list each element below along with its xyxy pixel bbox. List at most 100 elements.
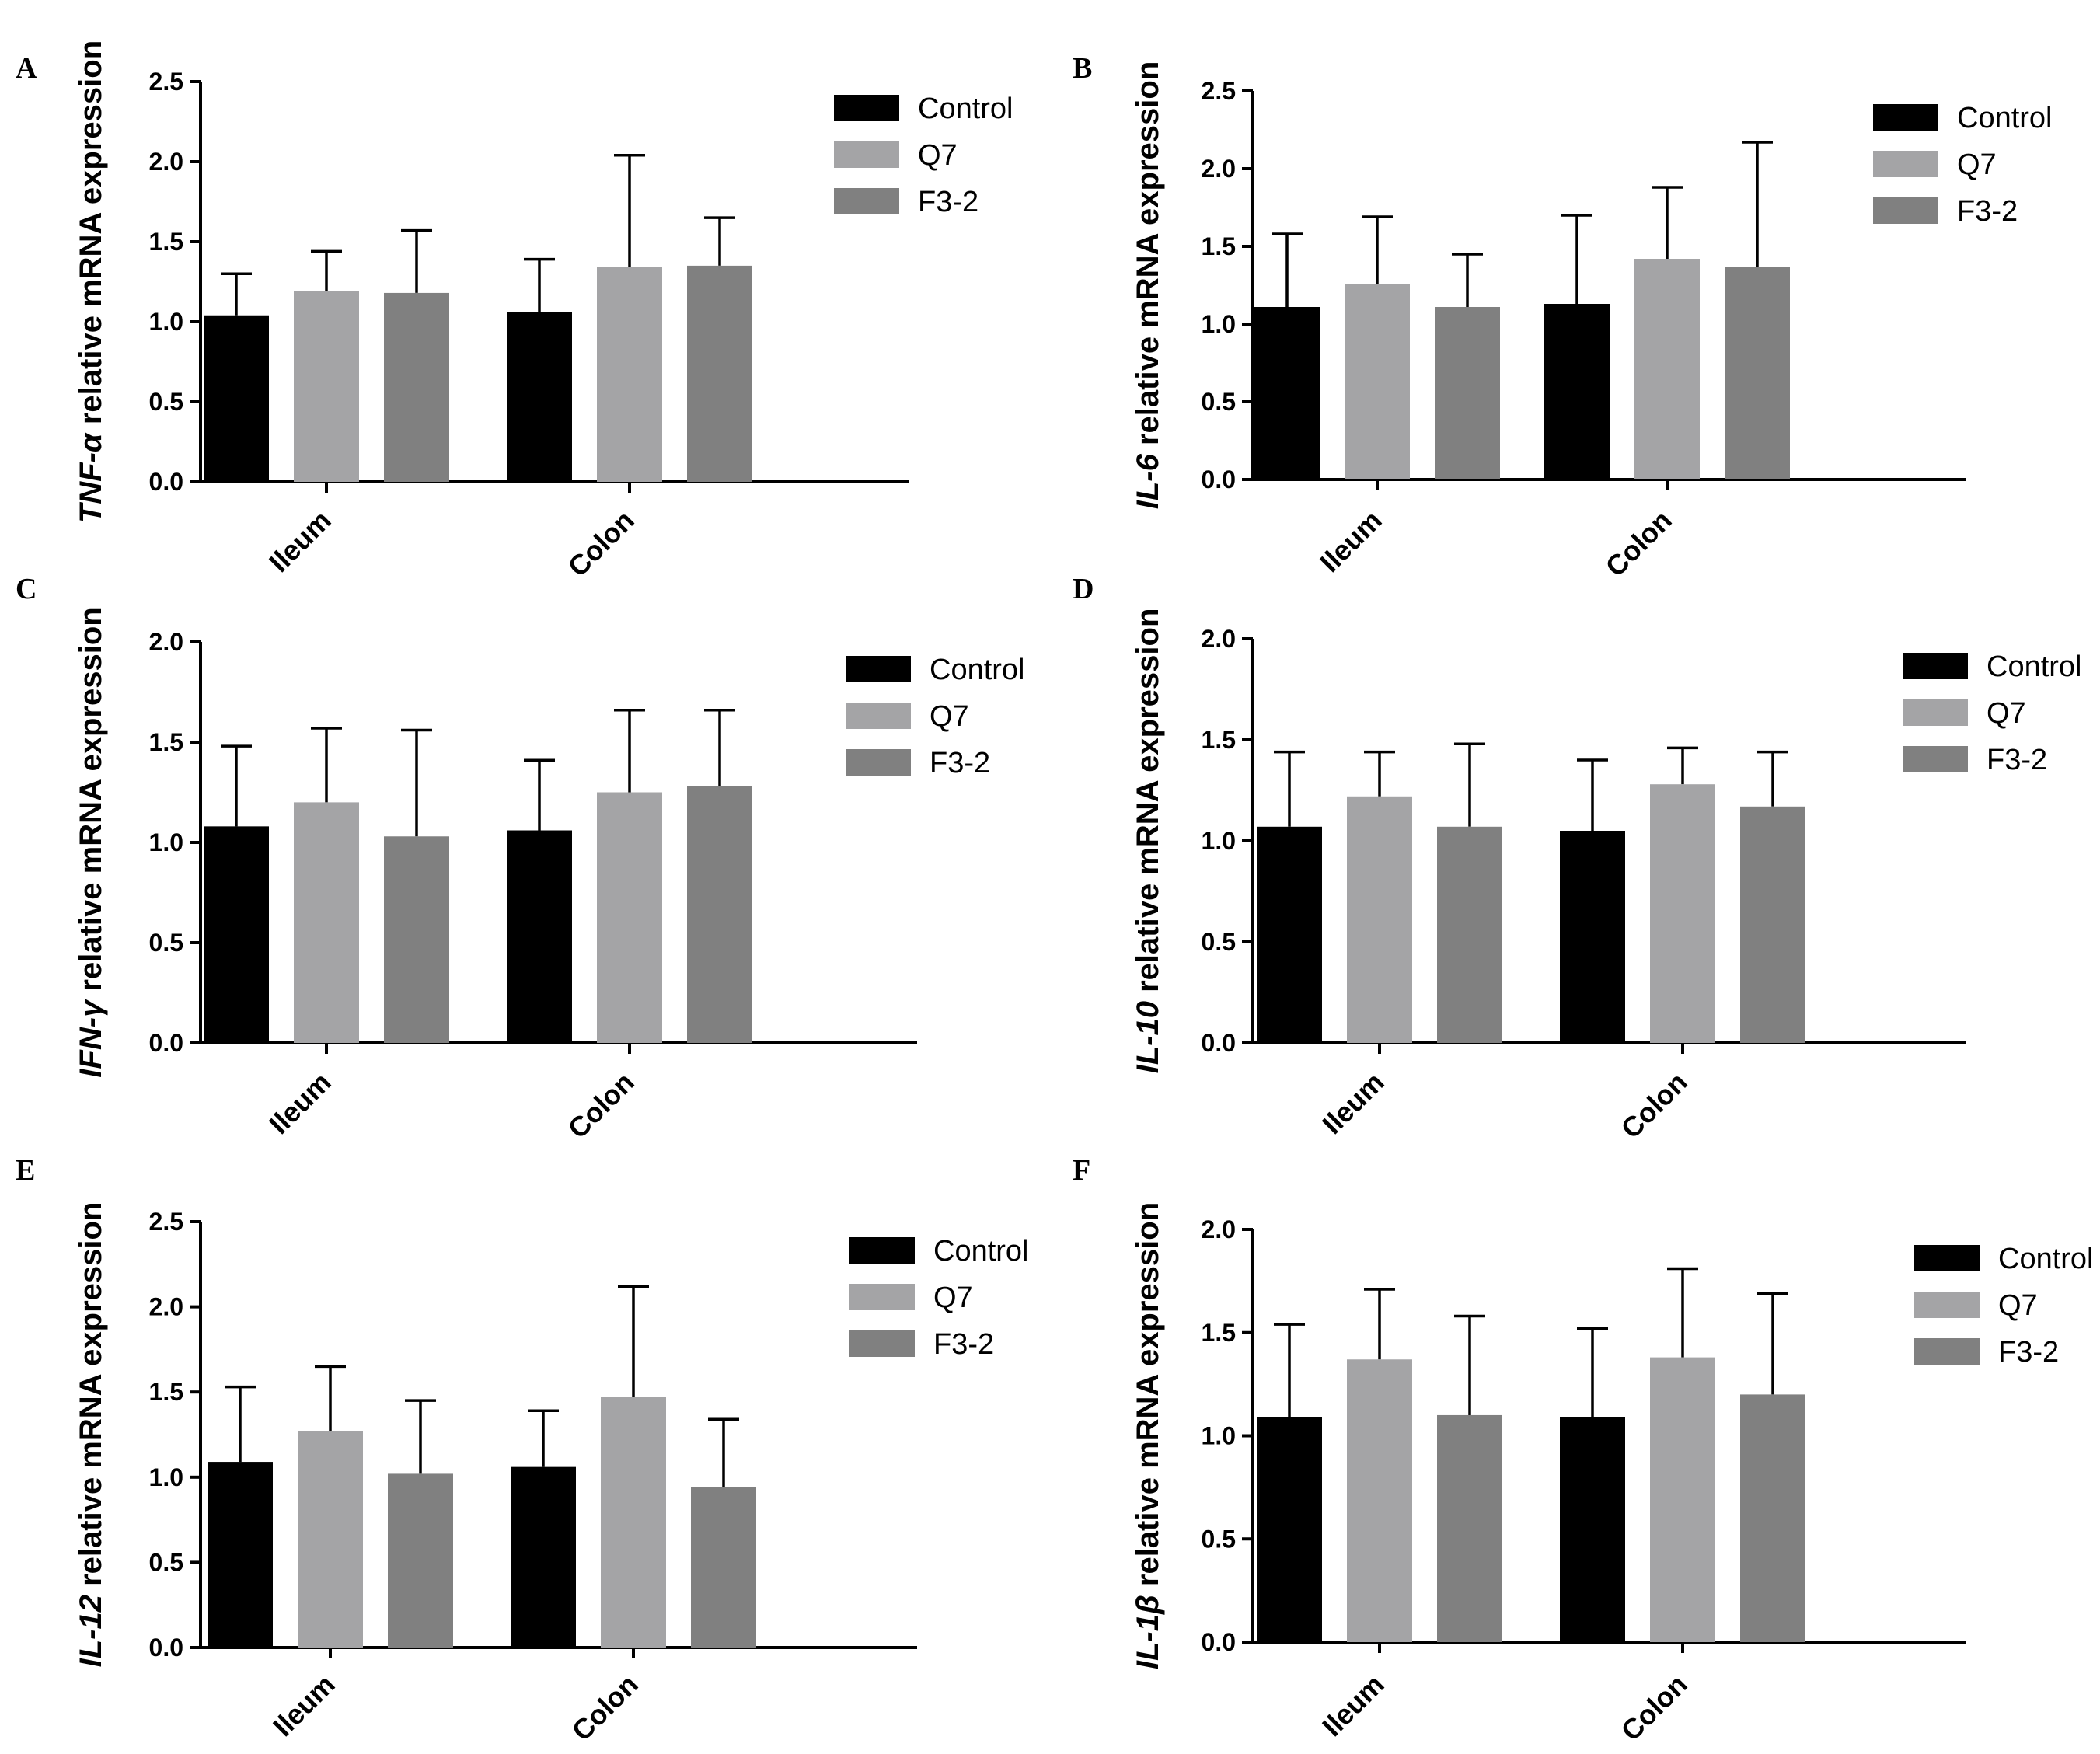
y-tick-label: 2.5	[149, 68, 183, 96]
legend-label: Control	[930, 654, 1025, 686]
chart-panel-b: B IL-6 relative mRNA expression 0.0 0.5 1.0 1…	[1073, 52, 2053, 583]
legend-label: F3-2	[933, 1328, 994, 1361]
y-axis-title-suffix: relative mRNA expression	[74, 1202, 108, 1595]
x-category-label: Ileum	[263, 504, 337, 578]
panel-letter: C	[16, 573, 37, 605]
legend-swatch	[834, 141, 899, 168]
bar-control-colon	[1560, 831, 1625, 1043]
y-axis-title-suffix: relative mRNA expression	[74, 607, 108, 999]
x-category-label: Ileum	[1316, 1669, 1390, 1742]
legend-label: Q7	[933, 1282, 973, 1314]
y-axis-title-gene: IL-10	[1131, 1001, 1165, 1073]
y-tick-label: 0.5	[149, 929, 183, 957]
legend-label: F3-2	[918, 186, 978, 218]
y-tick-label: 2.0	[1202, 155, 1236, 183]
bar-control-ileum	[204, 315, 269, 482]
legend-label: Q7	[1998, 1289, 2038, 1322]
legend-label: F3-2	[1998, 1336, 2059, 1369]
y-tick-label: 1.0	[1202, 1422, 1236, 1450]
y-tick-label: 0.5	[1202, 1525, 1236, 1553]
y-axis-title: TNF-α relative mRNA expression	[74, 40, 108, 523]
y-axis-title-gene: IL-6	[1131, 453, 1165, 509]
y-axis-title-suffix: relative mRNA expression	[1131, 61, 1165, 454]
y-tick-label: 1.5	[1202, 726, 1236, 754]
legend-swatch	[1873, 151, 1938, 177]
legend-label: Control	[1998, 1243, 2094, 1275]
bar-control-ileum	[208, 1462, 273, 1648]
x-category-label: Ileum	[267, 1669, 340, 1742]
legend-label: Control	[1957, 102, 2053, 134]
bar-q7-ileum	[294, 802, 359, 1043]
y-tick-label: 1.5	[1202, 232, 1236, 260]
bar-f3-2-ileum	[1437, 1414, 1502, 1642]
legend-swatch	[834, 188, 899, 214]
y-axis-title-gene: IL-1β	[1131, 1595, 1165, 1669]
y-tick-label: 0.0	[149, 468, 183, 496]
x-category-label: Colon	[562, 504, 640, 583]
panel-letter: B	[1073, 52, 1092, 85]
y-axis-title: IL-1β relative mRNA expression	[1131, 1202, 1165, 1669]
legend-swatch	[1903, 699, 1968, 726]
panel-letter: D	[1073, 573, 1094, 605]
bar-control-colon	[511, 1466, 576, 1648]
panel-letter: F	[1073, 1154, 1090, 1187]
legend-label: Q7	[918, 139, 958, 172]
y-axis-title-gene: IL-12	[74, 1595, 108, 1667]
y-tick-label: 0.0	[1202, 466, 1236, 493]
legend-swatch	[1903, 653, 1968, 679]
y-tick-label: 0.5	[1202, 388, 1236, 416]
y-axis-title: IL-10 relative mRNA expression	[1131, 608, 1165, 1074]
x-category-label: Ileum	[1313, 504, 1387, 578]
y-axis-title-gene: TNF-α	[74, 431, 108, 523]
bar-q7-ileum	[1347, 1359, 1412, 1642]
y-tick-label: 0.5	[149, 1548, 183, 1576]
bar-f3-2-ileum	[388, 1473, 453, 1648]
bar-q7-ileum	[298, 1431, 363, 1648]
legend-swatch	[1914, 1292, 1980, 1318]
legend-swatch	[1903, 746, 1968, 772]
bar-control-ileum	[1257, 1417, 1322, 1642]
bar-control-ileum	[1254, 307, 1320, 479]
chart-panel-d: D IL-10 relative mRNA expression 0.0 0.5 1.0…	[1073, 573, 2082, 1145]
y-tick-label: 1.0	[149, 308, 183, 336]
legend-label: Control	[933, 1235, 1029, 1268]
y-tick-label: 2.0	[149, 148, 183, 176]
bar-control-colon	[507, 312, 572, 482]
bar-f3-2-colon	[1740, 1394, 1805, 1642]
chart-panel-e: E IL-12 relative mRNA expression 0.0 0.5 1.0…	[16, 1154, 1029, 1747]
bar-q7-ileum	[1347, 796, 1412, 1043]
y-axis-title-suffix: relative mRNA expression	[74, 40, 108, 433]
bar-f3-2-ileum	[384, 836, 449, 1043]
bar-q7-colon	[1650, 1357, 1715, 1642]
legend-label: Q7	[1957, 148, 1997, 181]
legend-swatch	[1873, 197, 1938, 224]
legend-label: F3-2	[1957, 195, 2018, 228]
legend-label: F3-2	[1987, 744, 2047, 776]
legend-swatch	[1873, 104, 1938, 131]
y-tick-label: 1.5	[149, 728, 183, 756]
legend-swatch	[849, 1330, 915, 1357]
bar-f3-2-colon	[1725, 267, 1790, 479]
y-axis-title-gene: IFN-γ	[74, 998, 108, 1078]
x-category-label: Colon	[1615, 1669, 1694, 1747]
legend-swatch	[1914, 1338, 1980, 1365]
bar-q7-colon	[597, 267, 662, 482]
panel-letter: E	[16, 1154, 35, 1187]
y-tick-label: 2.0	[1202, 625, 1236, 653]
legend-swatch	[846, 703, 911, 729]
bar-q7-ileum	[1345, 284, 1410, 479]
x-category-label: Ileum	[1316, 1066, 1390, 1140]
legend-label: Q7	[930, 700, 969, 733]
y-tick-label: 1.0	[1202, 827, 1236, 855]
bar-f3-2-colon	[687, 786, 752, 1043]
y-axis-title-suffix: relative mRNA expression	[1131, 1202, 1165, 1595]
legend-label: Control	[1987, 650, 2082, 683]
bar-control-colon	[1560, 1417, 1625, 1642]
bar-f3-2-ileum	[1435, 307, 1500, 479]
y-axis-title-suffix: relative mRNA expression	[1131, 608, 1165, 1001]
x-category-label: Colon	[566, 1669, 644, 1747]
bar-control-colon	[507, 830, 572, 1043]
bar-q7-ileum	[294, 291, 359, 482]
bar-control-ileum	[204, 826, 269, 1043]
